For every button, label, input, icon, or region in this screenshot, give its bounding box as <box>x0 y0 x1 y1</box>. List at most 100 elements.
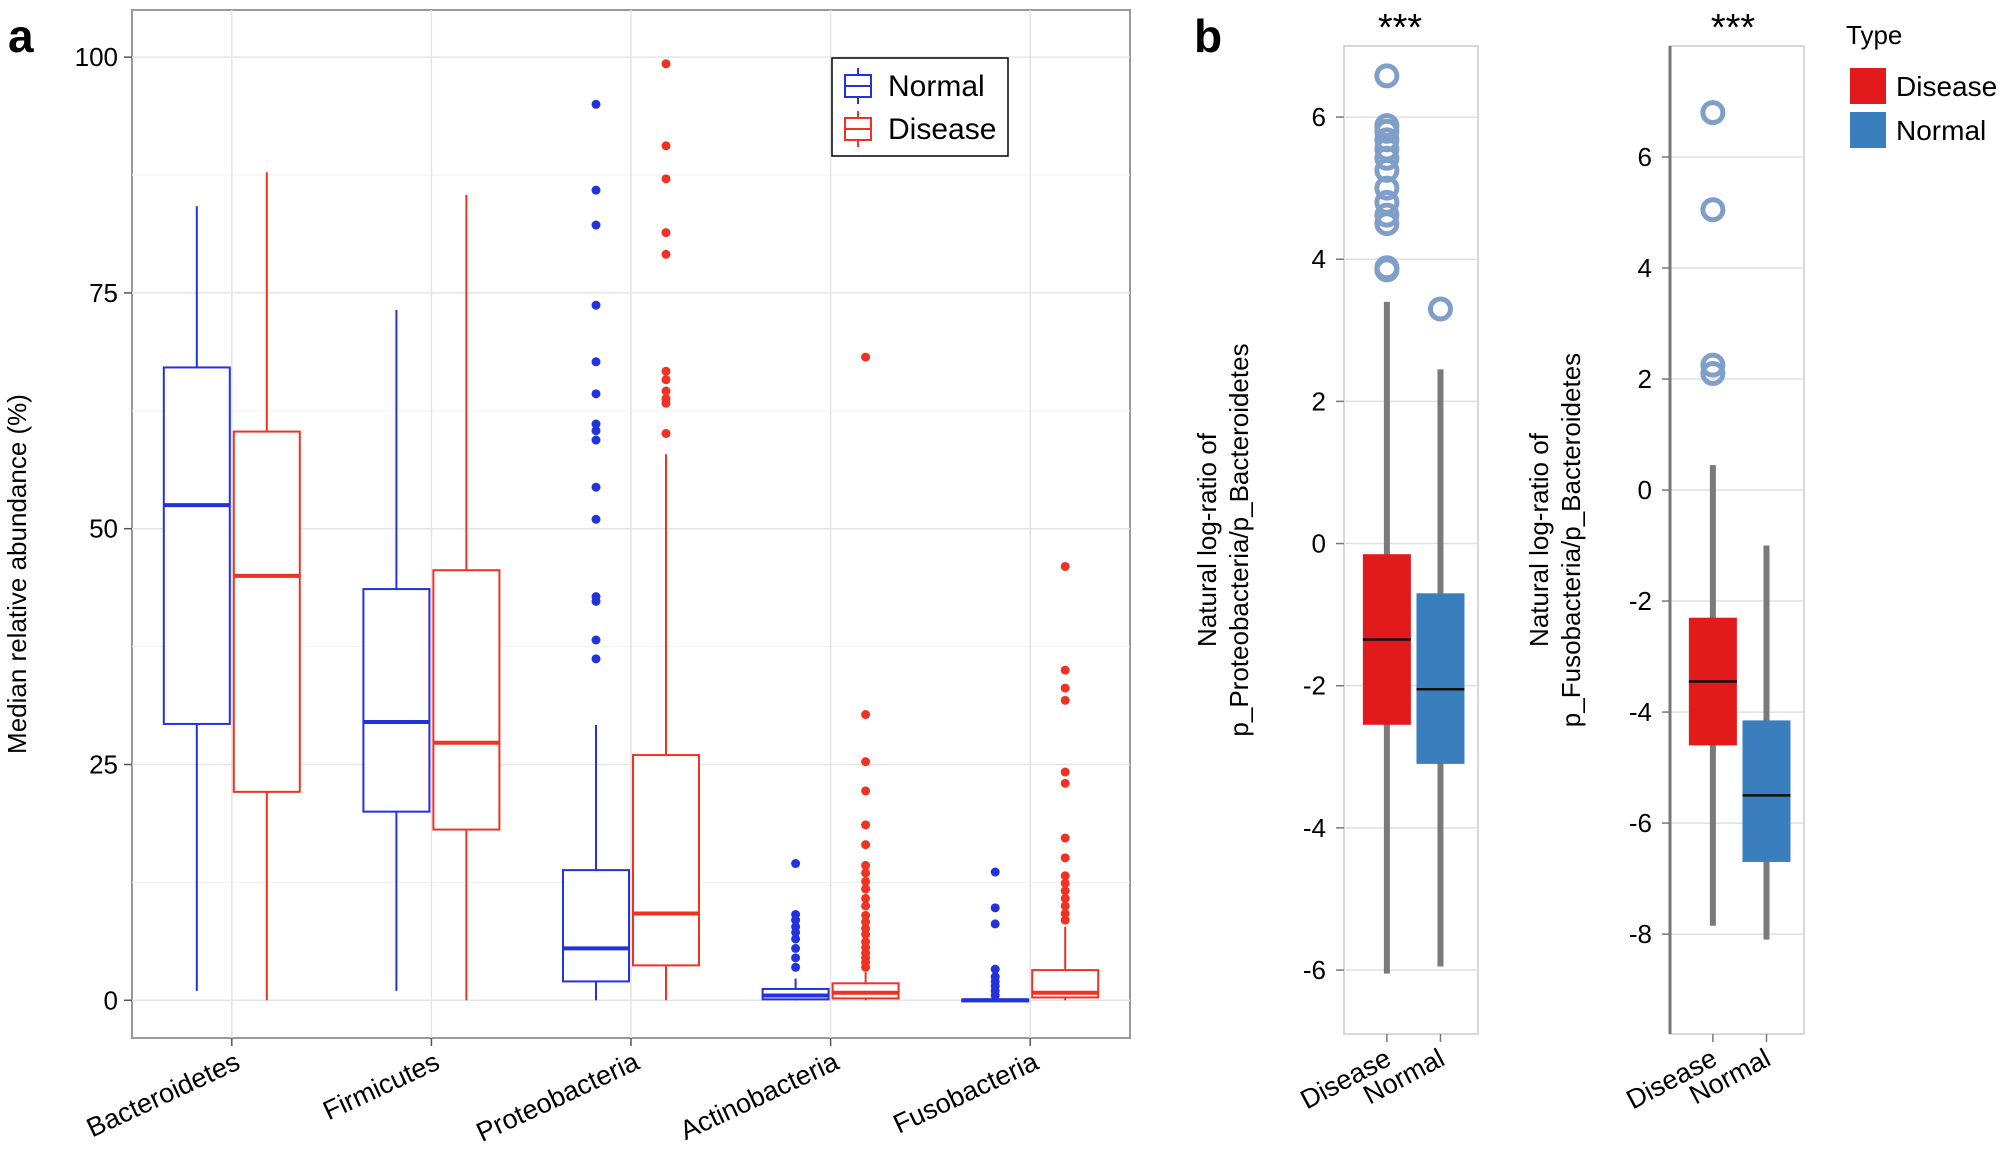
outlier-point <box>591 357 601 367</box>
outlier-point <box>990 919 1000 929</box>
outlier-point <box>1060 665 1070 675</box>
outlier-point <box>861 876 871 886</box>
outlier-ring <box>1427 296 1453 322</box>
box-iqr <box>162 366 231 725</box>
outlier-point <box>861 924 871 934</box>
legend-normal-swatch <box>844 68 872 104</box>
y-tick-label: 2 <box>1312 386 1326 416</box>
outlier-point <box>1060 561 1070 571</box>
y-tick-label: 4 <box>1312 244 1326 274</box>
outlier-point <box>661 386 671 396</box>
disease-box-firmicutes <box>432 194 501 1001</box>
box-iqr <box>1416 593 1465 764</box>
outlier-point <box>1060 767 1070 777</box>
outlier-ring <box>1374 113 1400 139</box>
box-iqr <box>632 754 700 967</box>
box-iqr <box>432 569 501 831</box>
panel-b1-y-label-line1: Natural log-ratio of <box>1192 432 1222 647</box>
outlier-point <box>1060 683 1070 693</box>
outlier-ring <box>1700 197 1726 223</box>
disease-box <box>1362 63 1411 974</box>
outlier-ring <box>1374 255 1400 281</box>
outlier-point <box>861 910 871 920</box>
outlier-point <box>861 757 871 767</box>
x-tick-label: Actinobacteria <box>675 1046 844 1146</box>
outlier-point <box>791 859 801 869</box>
normal-box <box>1416 296 1465 967</box>
outlier-point <box>791 934 801 944</box>
y-tick-label: -8 <box>1629 919 1652 949</box>
legend-type-title: Type <box>1846 20 1902 50</box>
outlier-point <box>661 174 671 184</box>
x-tick-label: Firmicutes <box>318 1046 444 1126</box>
panel-b1-significance: *** <box>1378 7 1423 49</box>
y-tick-label: -4 <box>1629 697 1652 727</box>
box-iqr <box>1742 720 1791 862</box>
panel-b2-significance: *** <box>1711 7 1756 49</box>
outlier-point <box>1060 909 1070 919</box>
outlier-point <box>661 428 671 438</box>
disease-box-proteobacteria <box>632 59 700 1001</box>
outlier-point <box>1060 878 1070 888</box>
outlier-point <box>661 59 671 69</box>
outlier-ring <box>1700 360 1726 386</box>
outlier-point <box>591 185 601 195</box>
outlier-point <box>591 654 601 664</box>
outlier-point <box>1060 871 1070 881</box>
outlier-point <box>1060 778 1070 788</box>
outlier-ring <box>1700 352 1726 378</box>
outlier-point <box>1060 886 1070 896</box>
panel-b2-boxes <box>1688 100 1791 940</box>
outlier-point <box>791 909 801 919</box>
outlier-point <box>661 141 671 151</box>
outlier-point <box>861 901 871 911</box>
legend-disease-label-b: Disease <box>1896 71 1997 102</box>
panel-a-y-axis-label: Median relative abundance (%) <box>2 394 32 754</box>
outlier-point <box>661 366 671 376</box>
x-tick-label: Proteobacteria <box>472 1046 645 1148</box>
outlier-point <box>861 937 871 947</box>
outlier-ring <box>1374 189 1400 215</box>
outlier-point <box>791 922 801 932</box>
outlier-point <box>661 249 671 259</box>
y-tick-label: -6 <box>1303 955 1326 985</box>
normal-box-proteobacteria <box>562 99 630 1001</box>
outlier-ring <box>1374 63 1400 89</box>
y-tick-label: 6 <box>1638 142 1652 172</box>
outlier-point <box>591 592 601 602</box>
outlier-ring <box>1700 100 1726 126</box>
outlier-point <box>1060 695 1070 705</box>
panel-b1-y-ticks: -6 -4 -2 0 2 4 6 <box>1303 102 1344 985</box>
outlier-point <box>661 375 671 385</box>
y-tick-label: -4 <box>1303 813 1326 843</box>
y-tick-label: -2 <box>1629 586 1652 616</box>
outlier-point <box>861 917 871 927</box>
outlier-point <box>661 394 671 404</box>
x-tick-label: Bacteroidetes <box>82 1046 244 1143</box>
outlier-point <box>591 99 601 109</box>
box-iqr <box>232 430 301 793</box>
legend-normal-label-b: Normal <box>1896 115 1986 146</box>
y-tick-label: 0 <box>1638 475 1652 505</box>
panel-a-x-ticks: Bacteroidetes Firmicutes Proteobacteria Act… <box>82 1038 1044 1148</box>
panel-b1-plot-area <box>1343 45 1479 1035</box>
outlier-point <box>861 893 871 903</box>
panel-a-boxes <box>162 59 1100 1003</box>
outlier-point <box>1060 893 1070 903</box>
outlier-point <box>1060 901 1070 911</box>
y-tick-label: 2 <box>1638 364 1652 394</box>
y-tick-label: 0 <box>104 985 118 1015</box>
outlier-point <box>990 972 1000 982</box>
outlier-point <box>591 300 601 310</box>
box-iqr <box>562 869 630 983</box>
panel-label-a: a <box>8 10 34 62</box>
legend-disease-label: Disease <box>888 113 996 146</box>
legend-disease-swatch <box>844 111 872 147</box>
outlier-point <box>990 903 1000 913</box>
outlier-ring <box>1374 202 1400 228</box>
outlier-point <box>791 953 801 963</box>
